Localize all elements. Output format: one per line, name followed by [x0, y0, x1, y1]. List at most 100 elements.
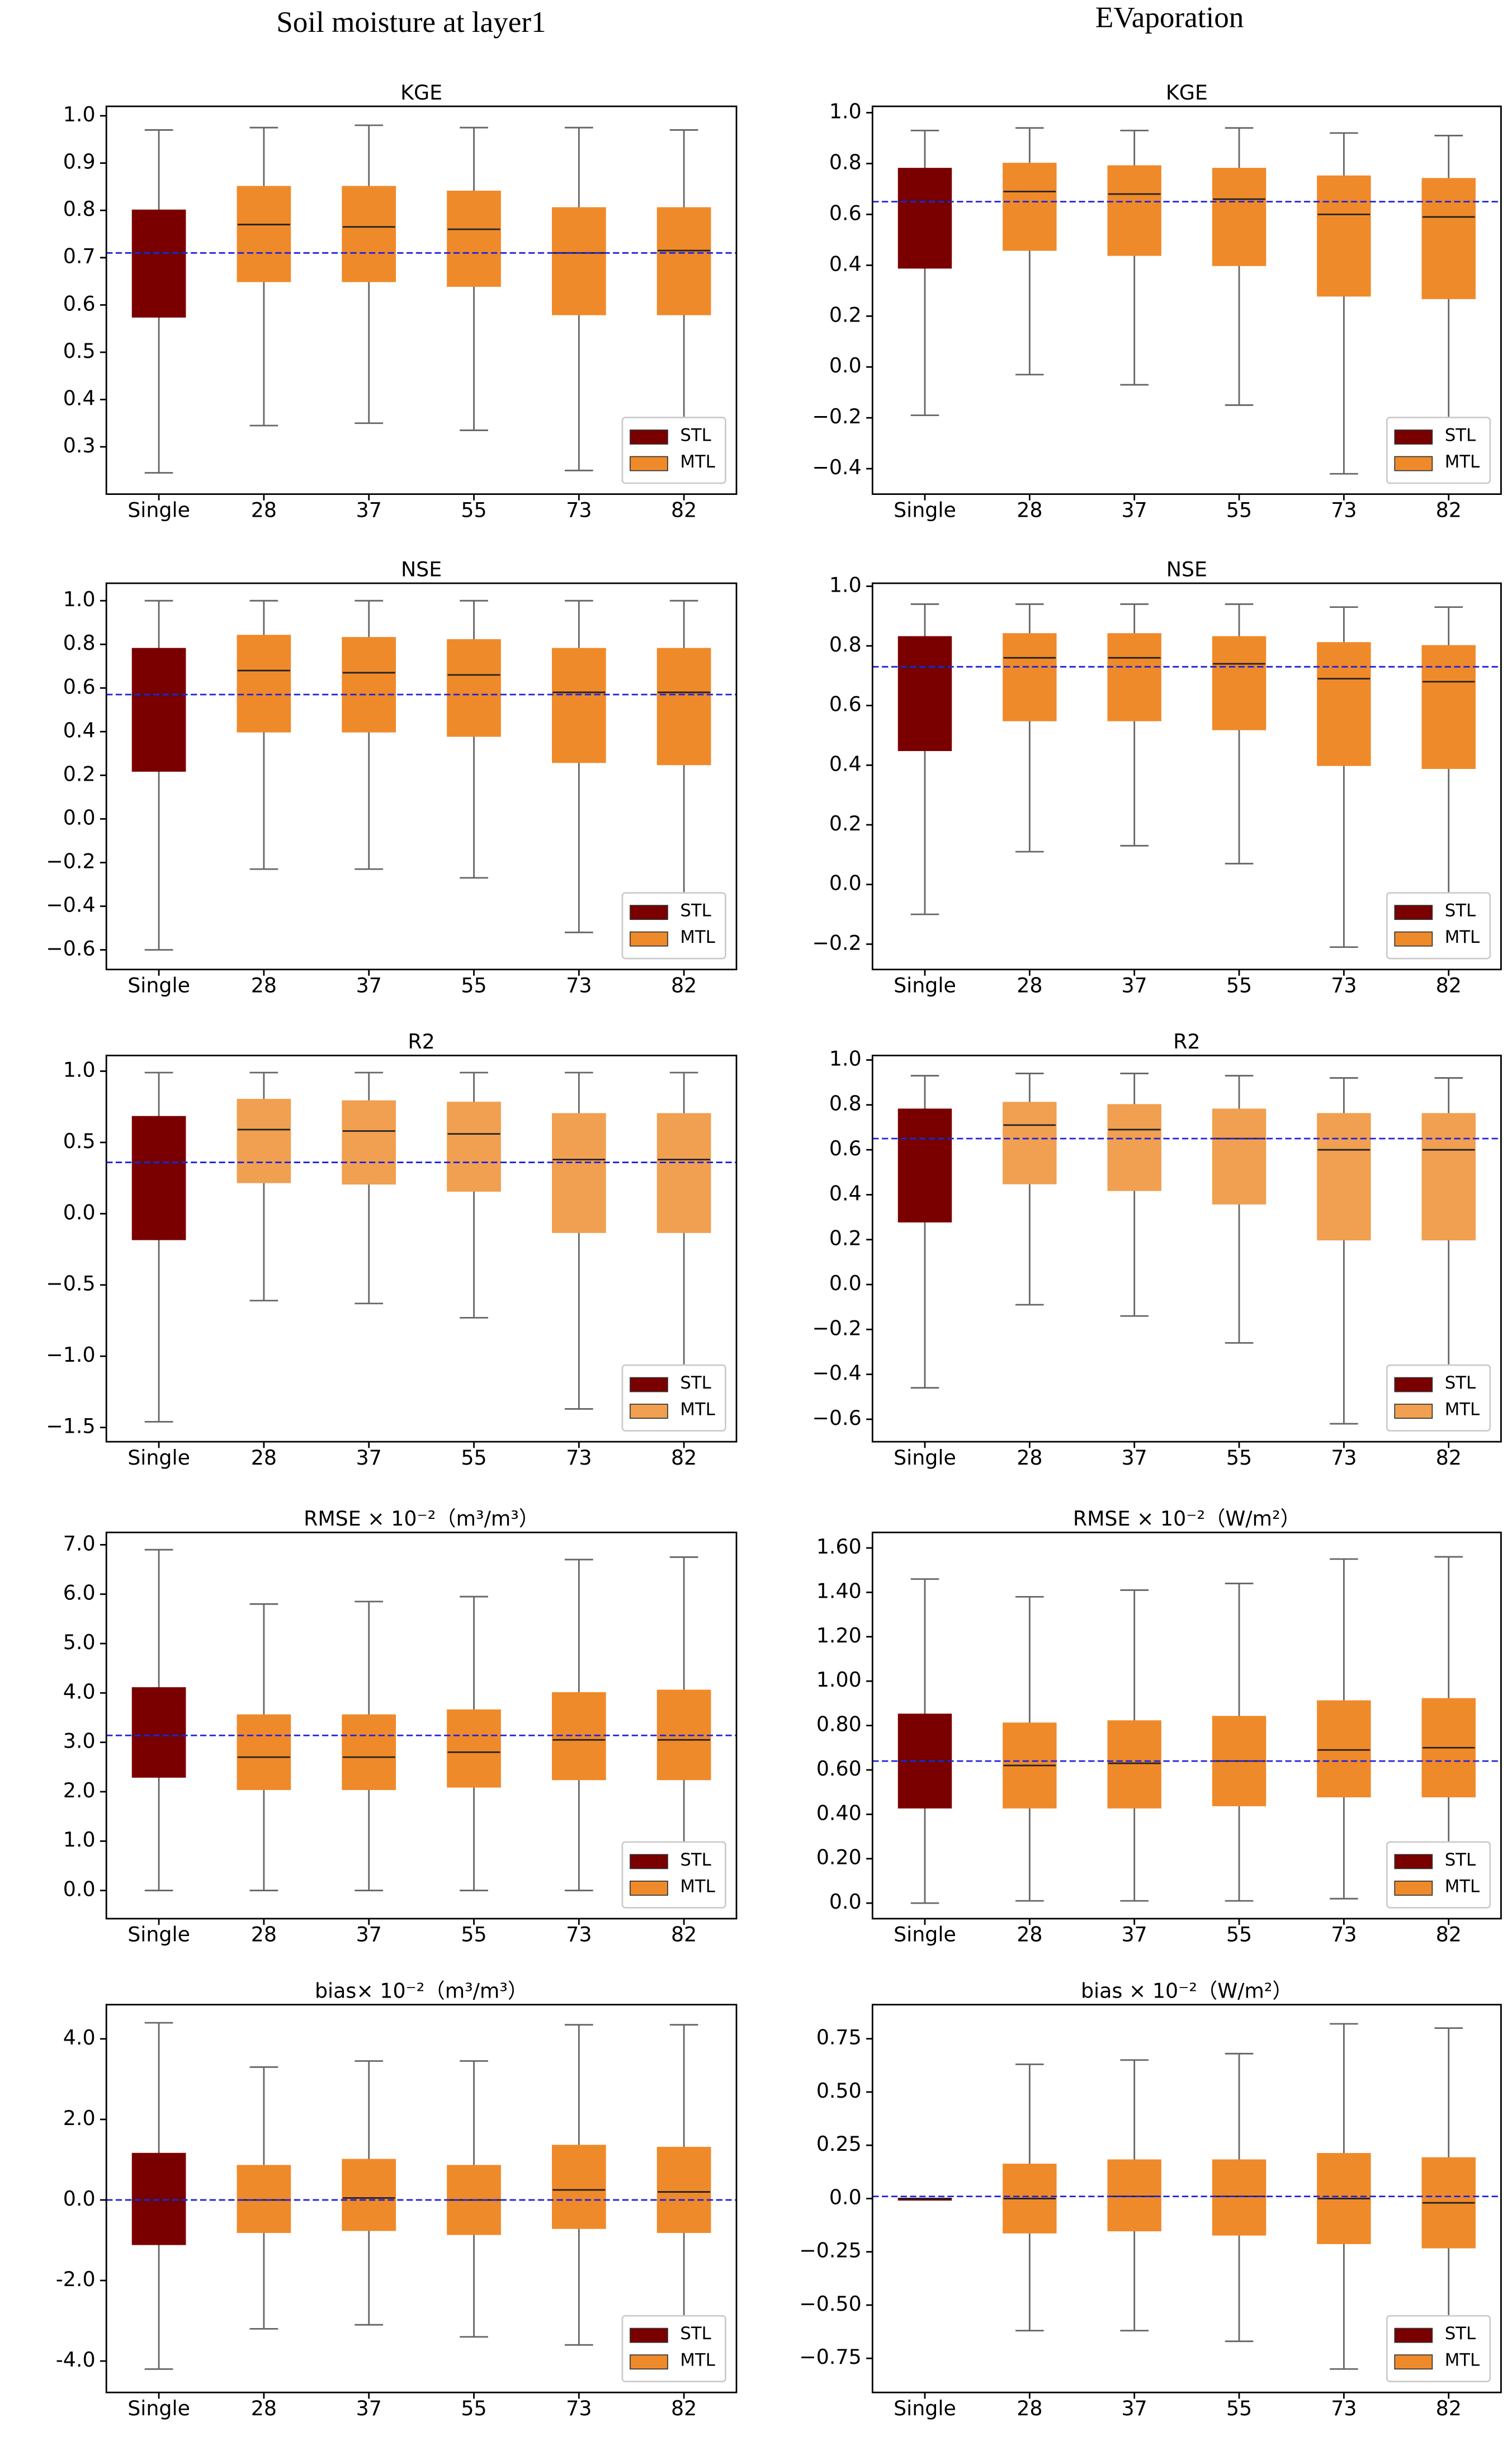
y-tick-label: 0.8 [829, 150, 862, 174]
x-tick-label: 37 [1122, 1923, 1147, 1947]
y-tick-label: 0.4 [829, 252, 862, 276]
box [551, 1113, 606, 1233]
box [342, 637, 396, 733]
y-tick-label: −0.6 [46, 937, 95, 961]
y-tick-label: 0.0 [63, 805, 96, 829]
legend-label: STL [1445, 2324, 1476, 2344]
y-tick-label: −0.50 [799, 2292, 861, 2316]
x-tick-label: Single [894, 1446, 956, 1470]
y-tick-label: −1.5 [46, 1414, 95, 1438]
x-tick-label: 37 [356, 1923, 382, 1947]
y-tick-label: −0.6 [812, 1406, 861, 1430]
y-tick-label: 2.0 [63, 1778, 96, 1802]
chart-title: KGE [1166, 81, 1208, 105]
x-tick-label: 73 [566, 498, 592, 522]
axes-frame [105, 1055, 738, 1443]
x-tick-label: Single [127, 1923, 190, 1947]
x-tick-label: 82 [671, 498, 697, 522]
x-tick-label: 82 [671, 2396, 697, 2420]
box [237, 1099, 291, 1183]
y-tick-label: 0.7 [63, 244, 96, 268]
legend-label: STL [1445, 426, 1476, 446]
chart-title: KGE [400, 81, 442, 105]
y-tick-label: 1.00 [816, 1668, 862, 1692]
x-tick-label: 28 [1017, 498, 1042, 522]
box [1317, 175, 1371, 297]
y-tick-label: 0.6 [829, 692, 862, 716]
box [342, 186, 396, 282]
legend-swatch [630, 1880, 668, 1896]
legend-swatch [1394, 1377, 1433, 1392]
axes-frame [871, 582, 1502, 971]
x-tick-label: Single [894, 1923, 956, 1947]
legend-swatch [1394, 2354, 1433, 2370]
legend-swatch [630, 905, 668, 920]
y-tick-label: 4.0 [63, 1679, 96, 1703]
box [551, 2145, 606, 2229]
box [551, 207, 606, 315]
box [1107, 165, 1161, 256]
chart-title: NSE [401, 558, 442, 582]
column-title: EVaporation [1095, 2, 1244, 34]
y-tick-label: 0.0 [829, 1271, 862, 1295]
x-tick-label: 82 [671, 973, 697, 997]
column-title: Soil moisture at layer1 [276, 6, 546, 39]
y-tick-label: −0.2 [46, 849, 95, 873]
legend-label: MTL [1445, 1400, 1480, 1420]
y-tick-label: 0.0 [829, 353, 862, 377]
y-tick-label: 7.0 [63, 1531, 96, 1555]
y-tick-label: 0.5 [63, 1129, 96, 1153]
x-tick-label: 82 [671, 1923, 697, 1947]
box [1212, 168, 1267, 266]
box [656, 648, 711, 766]
box [342, 1100, 396, 1185]
x-tick-label: 28 [1017, 1446, 1042, 1470]
y-tick-label: 1.0 [829, 1046, 862, 1070]
y-tick-label: −0.2 [812, 1316, 861, 1340]
x-tick-label: Single [894, 973, 956, 997]
y-tick-label: 0.75 [816, 2026, 862, 2050]
x-tick-label: 73 [1331, 498, 1357, 522]
box [237, 1714, 291, 1790]
y-tick-label: 0.4 [63, 386, 96, 410]
x-tick-label: 28 [251, 498, 277, 522]
x-tick-label: 73 [566, 973, 592, 997]
axes-frame [871, 2004, 1502, 2393]
x-tick-label: 73 [1331, 2396, 1357, 2420]
legend-swatch [1394, 1854, 1433, 1869]
box [1212, 2159, 1267, 2236]
legend-swatch [1394, 1880, 1433, 1896]
legend-label: MTL [1445, 1876, 1480, 1896]
x-tick-label: 82 [1436, 498, 1462, 522]
y-tick-label: -2.0 [56, 2267, 96, 2291]
legend-swatch [1394, 905, 1433, 920]
x-tick-label: 28 [1017, 973, 1042, 997]
box [342, 2159, 396, 2231]
y-tick-label: 0.8 [63, 197, 96, 221]
legend-label: STL [1445, 1850, 1476, 1870]
y-tick-label: 0.0 [829, 871, 862, 895]
legend-label: STL [1445, 1373, 1476, 1393]
legend-swatch [630, 2327, 668, 2343]
box [1212, 636, 1267, 730]
x-tick-label: 28 [1017, 2396, 1042, 2420]
legend-swatch [630, 429, 668, 445]
box [1317, 1700, 1371, 1797]
box [656, 1113, 711, 1233]
x-tick-label: 73 [1331, 973, 1357, 997]
y-tick-label: 4.0 [63, 2026, 96, 2050]
y-tick-label: 0.2 [829, 303, 862, 327]
box [1003, 1102, 1057, 1184]
legend-swatch [1394, 931, 1433, 947]
chart-title: R2 [1173, 1030, 1200, 1054]
box [1003, 163, 1057, 251]
y-tick-label: 6.0 [63, 1581, 96, 1605]
y-tick-label: 0.5 [63, 339, 96, 363]
y-tick-label: 2.0 [63, 2106, 96, 2130]
legend-swatch [1394, 1404, 1433, 1419]
x-tick-label: 37 [1122, 2396, 1147, 2420]
legend-swatch [630, 456, 668, 471]
y-tick-label: 0.20 [816, 1845, 862, 1869]
box [897, 1108, 952, 1222]
box [237, 186, 291, 282]
